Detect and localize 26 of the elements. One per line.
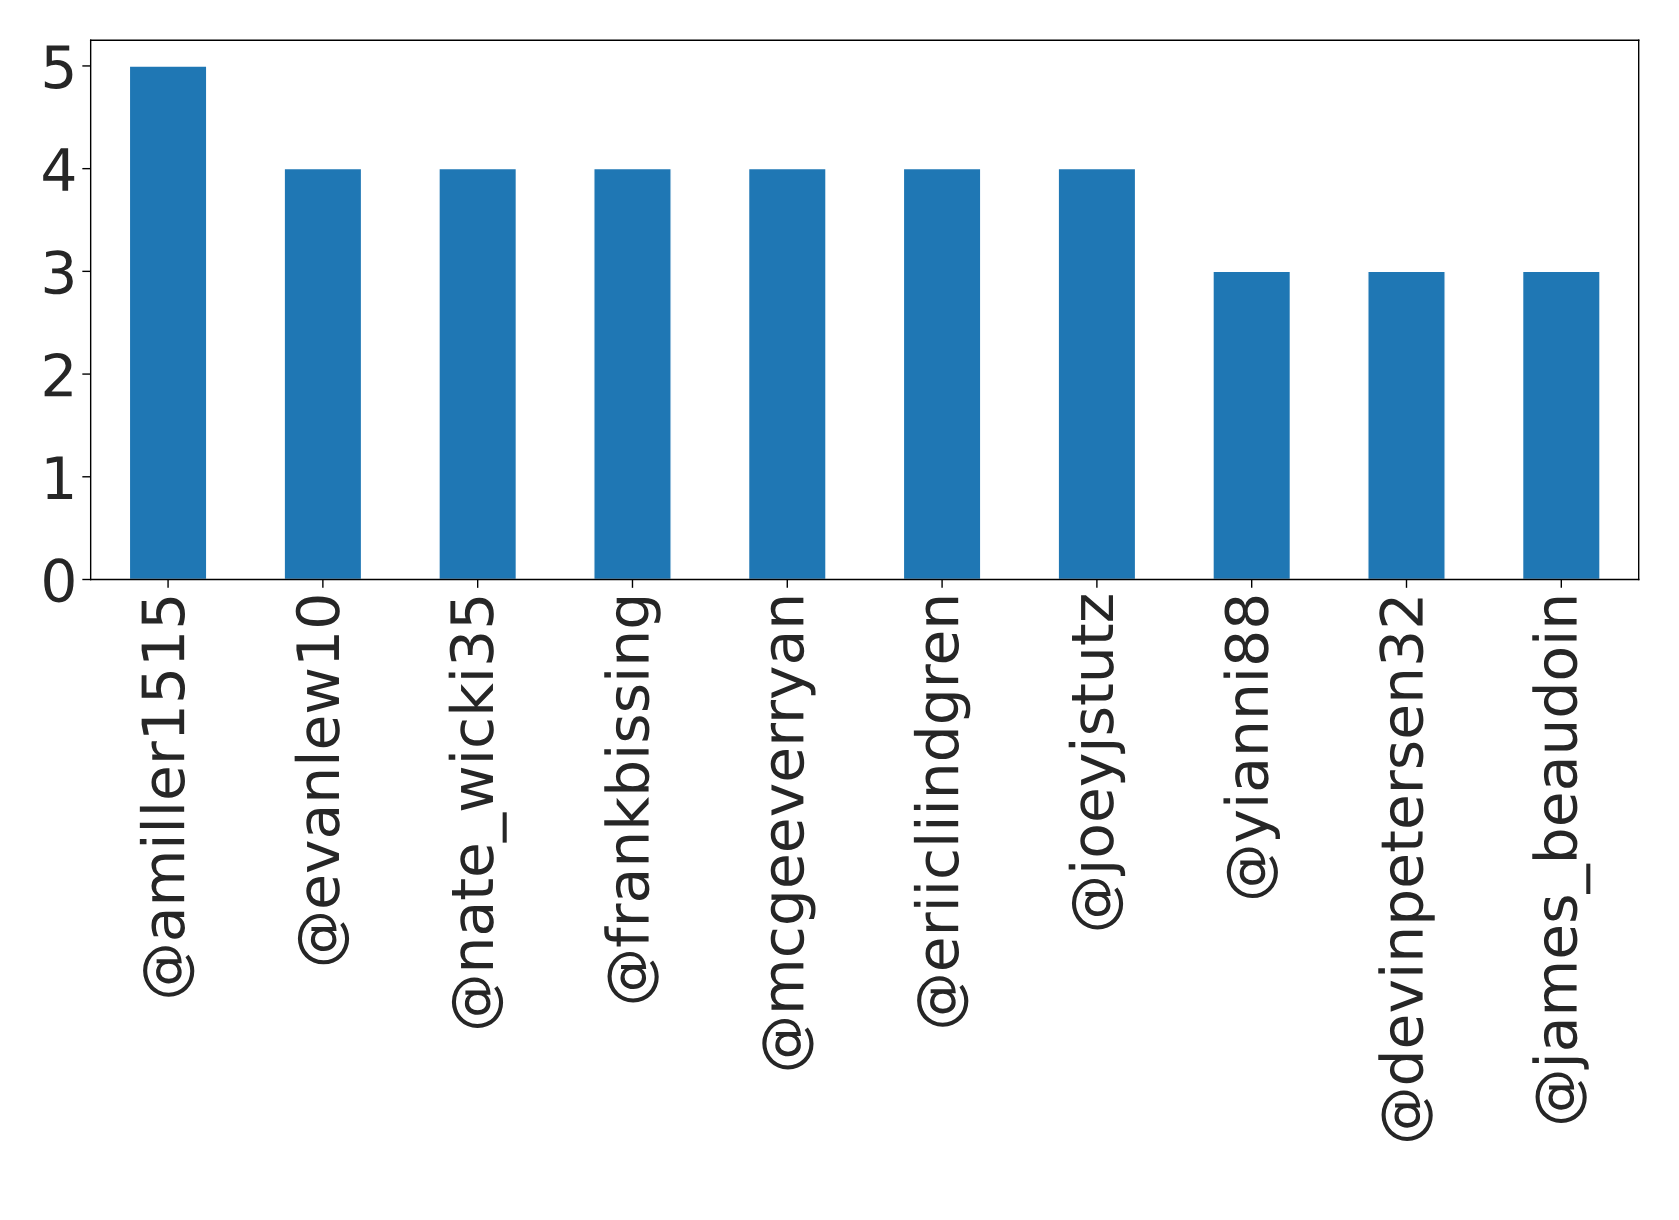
x-tick-label: @eriicliindgren <box>913 597 971 1027</box>
x-tick-label: @evanlew10 <box>294 596 350 965</box>
bar <box>1521 270 1601 580</box>
x-tick-label: @mcgeeverryan <box>762 597 816 1070</box>
bar <box>283 167 363 580</box>
x-tick-label: @yianni88 <box>1223 596 1280 899</box>
x-tick-label: @frankbissing <box>604 597 661 1003</box>
bar <box>747 167 827 580</box>
y-tick-label: 1 <box>46 456 73 499</box>
bar <box>593 167 672 580</box>
x-tick-label: @joeyjstutz <box>1068 595 1126 930</box>
y-tick-label: 0 <box>44 558 74 603</box>
bar <box>1367 270 1446 580</box>
x-tick-label: @nate_wicki35 <box>448 597 507 1029</box>
x-tick-label: @devinpetersen32 <box>1378 598 1435 1141</box>
bar <box>1057 167 1137 580</box>
y-tick-label: 5 <box>44 45 73 89</box>
y-tick-label: 3 <box>44 250 73 295</box>
x-tick-label: @amiller1515 <box>139 597 195 997</box>
y-tick-label: 4 <box>43 148 75 191</box>
x-tick-label: @james_beaudoin <box>1532 597 1591 1123</box>
y-tick-label: 2 <box>44 352 72 397</box>
bar <box>902 167 982 580</box>
bar <box>1212 270 1292 580</box>
bar <box>438 167 518 580</box>
bar <box>128 65 208 580</box>
